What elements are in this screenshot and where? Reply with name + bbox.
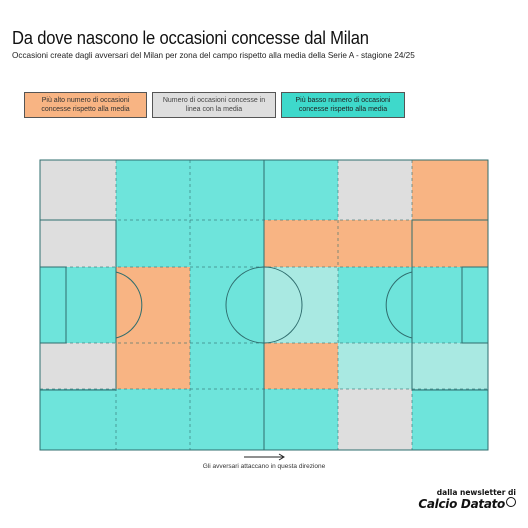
football-icon xyxy=(506,497,516,507)
zone-cell-4-5 xyxy=(412,389,488,450)
zone-cell-1-4 xyxy=(338,220,412,267)
goal-area-right xyxy=(461,266,489,344)
zone-cell-3-1 xyxy=(116,343,190,389)
zone-cell-1-2 xyxy=(190,220,264,267)
zone-cell-2-2 xyxy=(190,267,264,343)
zone-cell-2-5 xyxy=(412,267,488,343)
zone-cell-0-5 xyxy=(412,160,488,220)
newsletter-brand: dalla newsletter di Calcio Datato xyxy=(418,488,516,511)
legend-low: Più basso numero di occasioni concesse r… xyxy=(281,92,405,118)
zone-cell-2-1 xyxy=(116,267,190,343)
chart-subtitle: Occasioni create dagli avversari del Mil… xyxy=(12,51,415,60)
brand-logo: Calcio Datato xyxy=(418,497,516,511)
legend-average: Numero di occasioni concesse in linea co… xyxy=(152,92,276,118)
zone-cell-1-0 xyxy=(40,220,116,267)
zone-cell-0-1 xyxy=(116,160,190,220)
legend-average-label: Numero di occasioni concesse in linea co… xyxy=(162,97,266,113)
zone-cell-4-4 xyxy=(338,389,412,450)
zone-cell-3-5 xyxy=(412,343,488,389)
zone-cell-1-5 xyxy=(412,220,488,267)
zone-cell-3-0 xyxy=(40,343,116,389)
zone-cell-2-4 xyxy=(338,267,412,343)
penalty-arc-left xyxy=(115,271,143,339)
legend-high: Più alto numero di occasioni concesse ri… xyxy=(24,92,147,118)
zone-cell-0-4 xyxy=(338,160,412,220)
zone-cell-4-0 xyxy=(40,389,116,450)
zone-cell-3-2 xyxy=(190,343,264,389)
chart-title: Da dove nascono le occasioni concesse da… xyxy=(12,28,369,48)
zone-cell-4-1 xyxy=(116,389,190,450)
penalty-arc-right xyxy=(385,271,413,339)
zone-cell-2-0 xyxy=(40,267,116,343)
zone-cell-3-3 xyxy=(264,343,338,389)
zone-cell-4-2 xyxy=(190,389,264,450)
pitch-markings xyxy=(39,159,489,451)
zone-cell-1-1 xyxy=(116,220,190,267)
brand-prefix: dalla newsletter di xyxy=(436,488,516,497)
zone-layer xyxy=(40,160,488,450)
zone-cell-0-0 xyxy=(40,160,116,220)
goal-area-left xyxy=(39,266,67,344)
zone-cell-0-2 xyxy=(190,160,264,220)
brand-name-text: Calcio Datato xyxy=(418,497,505,511)
zone-cell-0-3 xyxy=(264,160,338,220)
legend-low-label: Più basso numero di occasioni concesse r… xyxy=(295,97,391,113)
legend-high-label: Più alto numero di occasioni concesse ri… xyxy=(41,97,130,113)
center-circle xyxy=(225,266,303,344)
attack-direction-arrow xyxy=(244,453,285,461)
zone-cell-2-3 xyxy=(264,267,338,343)
attack-direction-label: Gli avversari attaccano in questa direzi… xyxy=(202,463,326,470)
zone-cell-4-3 xyxy=(264,389,338,450)
zone-cell-1-3 xyxy=(264,220,338,267)
zone-cell-3-4 xyxy=(338,343,412,389)
